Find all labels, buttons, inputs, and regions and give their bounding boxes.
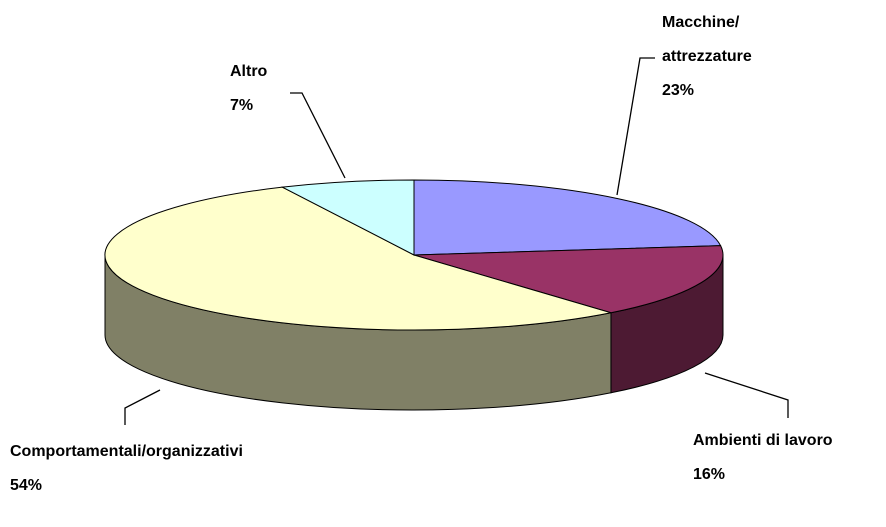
slice-label: Ambienti di lavoro 16% <box>693 424 886 492</box>
category-label: Comportamentali/organizzativi <box>10 443 243 460</box>
leader-line <box>704 372 789 418</box>
leader-line <box>290 92 346 179</box>
slice-label: Macchine/ attrezzature 23% <box>662 6 802 108</box>
slice <box>413 179 722 256</box>
slice-label: Comportamentali/organizzativi 54% <box>10 435 246 503</box>
slice <box>104 186 612 331</box>
slice <box>413 245 724 314</box>
slice-label: Altro 7% <box>230 55 330 123</box>
value-label: 23% <box>662 82 695 99</box>
slice <box>280 179 415 256</box>
leader-line <box>616 57 655 196</box>
leader-line <box>124 389 161 425</box>
value-label: 16% <box>693 466 726 483</box>
value-label: 54% <box>10 477 43 494</box>
value-label: 7% <box>230 97 254 114</box>
category-label: Macchine/ attrezzature <box>662 14 752 65</box>
category-label: Altro <box>230 63 268 80</box>
category-label: Ambienti di lavoro <box>693 432 833 449</box>
